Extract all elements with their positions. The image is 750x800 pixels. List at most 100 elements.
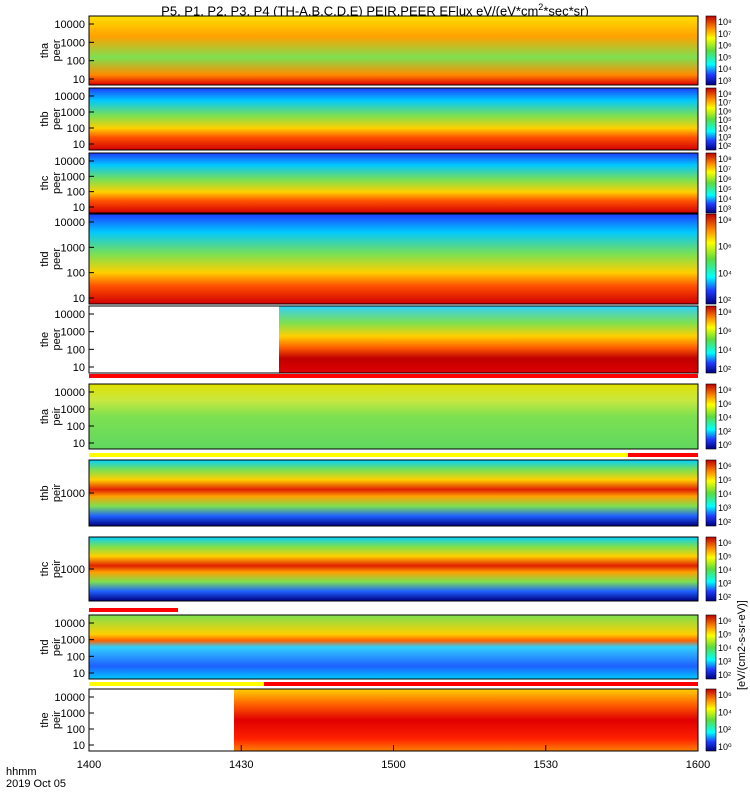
colorbar-tick-label: 10⁶ [718,41,732,51]
colorbar-tick-label: 10⁵ [718,115,732,125]
colorbar-tick-label: 10⁴ [718,565,732,575]
y-tick-label: 1000 [61,564,85,576]
y-tick-label: 100 [67,56,85,68]
colorbar [705,614,717,680]
data-gap [89,689,234,751]
y-tick-label: 1000 [61,404,85,416]
colorbar-tick-label: 10⁶ [718,242,732,252]
colorbar-tick-label: 10⁴ [718,268,732,278]
panel-thb-peer: 10000 1000 100 10 thb peer 10⁸10⁷10⁶10⁵10⁴10³1… [39,87,732,151]
y-axis-label: thb [39,485,51,500]
colorbar-tick-label: 10⁵ [718,552,732,562]
y-axis-label: thd [39,639,51,654]
y-tick-label: 10000 [54,387,85,399]
footer-hhmm: hhmm [6,766,37,778]
panel-frame [88,383,699,450]
y-axis-label: tha [39,408,51,424]
spectrogram-thc-peer [89,153,698,213]
colorbar-tick-label: 10⁴ [718,345,732,355]
colorbar-tick-label: 10³ [718,579,731,589]
colorbar-tick-label: 10⁴ [718,707,732,717]
panel-thb-peir: 1000 thb peir 10⁶ 10⁵ 10⁴ 10³ 10² [39,459,732,527]
colorbar-tick-label: 10⁷ [718,164,731,174]
y-tick-label: 10 [73,202,85,214]
title-superscript: 2 [538,2,544,12]
quality-flag-bar [628,453,698,457]
colorbar [705,213,717,305]
data-gap [89,306,279,373]
colorbar-tick-label: 10⁵ [718,184,732,194]
x-tick-label: 1430 [229,759,253,771]
colorbar-tick-label: 10⁸ [718,17,732,27]
colorbar-tick-label: 10⁶ [718,174,732,184]
y-tick-label: 1000 [61,171,85,183]
colorbar-tick-label: 10⁴ [718,413,732,423]
y-tick-label: 100 [67,421,85,433]
panel-frame [88,213,699,305]
quality-flag-bar [89,682,264,686]
x-tick-label: 1400 [77,759,101,771]
plot-title: P5, P1, P2, P3, P4 (TH-A,B,C,D,E) PEIR,P… [0,2,750,18]
colorbar [705,383,717,450]
colorbar [705,459,717,527]
title-text: P5, P1, P2, P3, P4 (TH-A,B,C,D,E) PEIR,P… [161,3,539,19]
y-axis-label: thb [39,111,51,126]
panel-thd-peir: 10000 1000 100 10 thd peir 10⁶ 10⁵ 10⁴ 10³ 10² [39,614,732,680]
colorbar-tick-label: 10⁸ [718,215,732,225]
spectrogram-thc-peir [89,537,698,601]
colorbar-tick-label: 10⁸ [718,89,732,99]
colorbar-tick-label: 10² [718,670,731,680]
colorbar-tick-label: 10³ [718,204,731,214]
y-tick-label: 1000 [61,635,85,647]
quality-flag-bar [89,374,698,378]
y-tick-label: 100 [67,344,85,356]
colorbar-tick-label: 10⁴ [718,643,732,653]
colorbar-caption: [eV/(cm2-s-sr-eV)] [736,600,748,690]
panel-frame [88,87,699,151]
y-axis-label: peir [51,559,63,578]
quality-flag-bar [89,453,628,457]
spectrogram-tha-peer [89,16,698,85]
colorbar-tick-label: 10⁴ [718,194,732,204]
panel-frame [88,15,699,86]
y-axis-label: peer [51,108,63,130]
x-tick-label: 1530 [534,759,558,771]
colorbar-tick-label: 10⁴ [718,64,732,74]
y-tick-label: 10000 [54,19,85,31]
colorbar [705,152,717,214]
y-tick-label: 1000 [61,327,85,339]
quality-flag-bar [264,682,698,686]
spectrogram-thd-peer [89,214,698,304]
y-tick-label: 10000 [54,156,85,168]
y-tick-label: 100 [67,187,85,199]
y-axis-label: thc [39,561,51,576]
colorbar-tick-label: 10⁰ [718,742,732,752]
colorbar-tick-label: 10⁵ [718,52,732,62]
colorbar-tick-label: 10⁵ [718,630,732,640]
y-tick-label: 10 [73,362,85,374]
y-axis-label: the [39,332,51,347]
y-tick-label: 10 [73,438,85,450]
y-tick-label: 10 [73,74,85,86]
y-axis-label: peer [51,248,63,270]
y-tick-label: 1000 [61,242,85,254]
y-axis-label: thc [39,175,51,190]
y-tick-label: 100 [67,724,85,736]
panel-frame [88,152,699,214]
y-axis-label: peir [51,637,63,656]
colorbar-tick-label: 10³ [718,657,731,667]
colorbar-tick-label: 10⁴ [718,489,732,499]
panel-thc-peir: 1000 thc peir 10⁶ 10⁵ 10⁴ 10³ 10² [39,536,732,602]
colorbar [705,305,717,374]
colorbar-tick-label: 10⁸ [718,385,732,395]
spectrogram-thb-peer [89,88,698,150]
y-tick-label: 10000 [54,692,85,704]
y-axis-label: the [39,712,51,727]
quality-flag-bar [89,608,178,612]
colorbar-tick-label: 10⁴ [718,124,732,134]
y-tick-label: 10 [73,293,85,305]
colorbar-tick-label: 10⁶ [718,461,732,471]
colorbar-tick-label: 10⁰ [718,440,732,450]
